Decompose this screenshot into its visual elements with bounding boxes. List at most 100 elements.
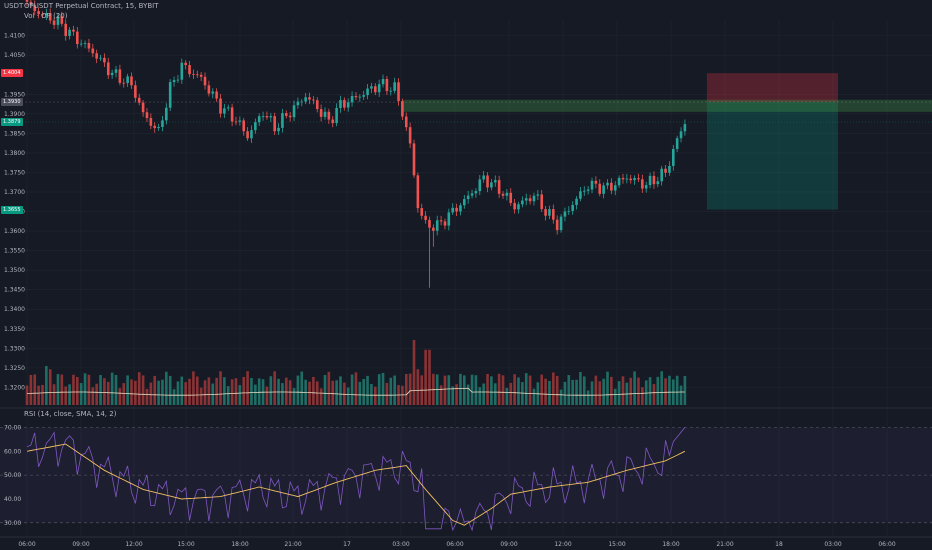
- candle-body: [478, 179, 482, 192]
- price-tick-label: 1.3400: [4, 306, 25, 313]
- volume-bar: [478, 387, 482, 405]
- volume-bar: [656, 376, 660, 405]
- candle-body: [327, 111, 331, 120]
- volume-bar: [339, 376, 342, 405]
- time-tick-label: 15:00: [177, 541, 194, 548]
- candle-body: [226, 107, 230, 109]
- candle-body: [683, 124, 687, 132]
- volume-bar: [172, 389, 176, 405]
- volume-bar: [613, 388, 617, 405]
- candle-body: [613, 185, 617, 191]
- candle-body: [637, 178, 640, 180]
- symbol-title[interactable]: OPUSDT Perpetual Contract, 15, BYBIT: [24, 2, 159, 10]
- volume-bar: [579, 372, 582, 405]
- volume-bar: [594, 375, 598, 405]
- price-tick-label: 1.3350: [4, 326, 25, 333]
- candle-body: [83, 43, 87, 44]
- price-tick-label: 1.3900: [4, 111, 25, 118]
- candle-body: [269, 116, 273, 118]
- candle-body: [544, 209, 547, 216]
- candle-body: [126, 76, 129, 84]
- volume-bar: [335, 380, 338, 405]
- candle-body: [130, 76, 133, 86]
- candle-body: [149, 118, 153, 126]
- candle-body: [610, 182, 613, 191]
- candle-body: [76, 31, 79, 45]
- rsi-indicator-label[interactable]: RSI (14, close, SMA, 14, 2): [24, 410, 117, 418]
- volume-bar: [621, 376, 625, 405]
- volume-bar: [41, 384, 44, 405]
- time-tick-label: 06:00: [446, 541, 463, 548]
- take-profit-zone[interactable]: [706, 102, 838, 210]
- stop-loss-zone[interactable]: [706, 73, 838, 103]
- volume-bar: [617, 381, 621, 405]
- candle-body: [443, 221, 447, 226]
- volume-bar: [87, 374, 91, 405]
- candle-body: [374, 86, 377, 93]
- rsi-tick-label: 30.00: [4, 520, 21, 527]
- volume-bar: [459, 373, 462, 405]
- volume-bar: [254, 384, 257, 405]
- volume-bar: [130, 379, 133, 405]
- volume-bar: [250, 377, 253, 405]
- volume-bar: [91, 387, 95, 405]
- volume-bar: [223, 377, 226, 405]
- candle-body: [401, 101, 404, 117]
- volume-bar: [466, 384, 470, 405]
- volume-bar: [300, 371, 304, 405]
- support-zone[interactable]: [403, 99, 932, 112]
- volume-bar: [493, 383, 497, 405]
- volume-bar: [83, 373, 87, 405]
- volume-bar: [374, 386, 377, 405]
- candle-body: [64, 23, 67, 36]
- volume-bar: [114, 375, 118, 405]
- candle-body: [493, 180, 497, 183]
- candle-body: [56, 16, 60, 25]
- candle-body: [300, 101, 304, 103]
- price-tick-label: 1.4050: [4, 52, 25, 59]
- volume-bar: [195, 376, 199, 405]
- candle-body: [548, 209, 551, 216]
- volume-bar: [637, 377, 640, 405]
- candle-body: [304, 97, 307, 102]
- candle-body: [122, 82, 126, 84]
- price-tag-target: 1.3655: [1, 205, 23, 214]
- candle-body: [474, 191, 478, 194]
- volume-bar: [76, 377, 79, 405]
- candle-body: [393, 82, 396, 91]
- price-tick-label: 1.3600: [4, 228, 25, 235]
- candle-body: [370, 86, 373, 89]
- candle-body: [60, 16, 64, 24]
- candle-body: [207, 85, 211, 94]
- volume-bar: [501, 375, 505, 405]
- volume-bar: [29, 374, 33, 405]
- candle-body: [428, 219, 431, 228]
- candle-body: [203, 76, 207, 86]
- candle-body: [389, 90, 393, 92]
- volume-bar: [571, 379, 574, 405]
- volume-bar: [165, 371, 168, 405]
- volume-bar: [323, 374, 327, 405]
- volume-bar: [331, 380, 335, 405]
- volume-bar: [490, 376, 493, 405]
- volume-bar: [199, 387, 203, 405]
- candle-body: [641, 179, 644, 189]
- volume-bar: [362, 379, 365, 405]
- candle-body: [606, 182, 609, 186]
- volume-bar: [451, 386, 454, 405]
- volume-bar: [226, 386, 230, 405]
- candle-body: [490, 182, 493, 188]
- volume-bar: [482, 383, 485, 405]
- volume-bar: [683, 376, 687, 405]
- candle-body: [625, 178, 629, 180]
- volume-indicator-label[interactable]: Vol · OP (20): [24, 12, 68, 20]
- volume-bar: [470, 374, 474, 405]
- candle-body: [284, 113, 288, 116]
- candle-body: [114, 69, 118, 73]
- volume-bar: [443, 375, 447, 405]
- volume-bar: [168, 375, 172, 405]
- candle-body: [145, 112, 149, 119]
- candle-body: [679, 131, 683, 139]
- candle-body: [33, 5, 37, 12]
